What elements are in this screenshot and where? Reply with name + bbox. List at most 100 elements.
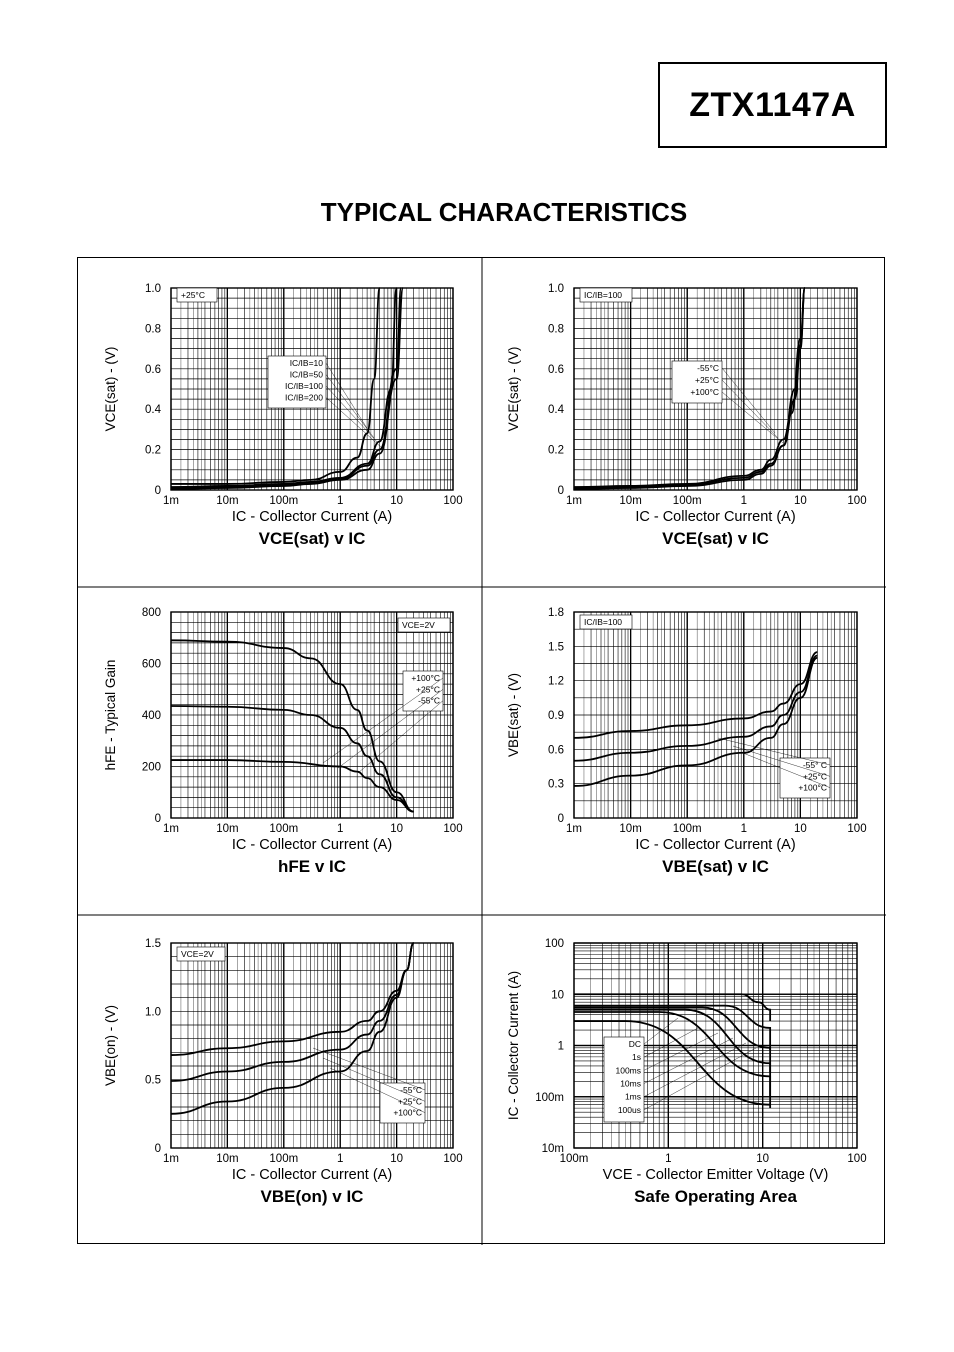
x-tick-label: 1 bbox=[337, 1153, 343, 1165]
y-tick-label: 10 bbox=[551, 989, 564, 1001]
x-tick-label: 1m bbox=[566, 823, 582, 835]
condition-box bbox=[397, 617, 451, 633]
legend-item: -55°C bbox=[418, 696, 440, 706]
page-title: TYPICAL CHARACTERISTICS bbox=[320, 197, 688, 227]
leader-line bbox=[357, 700, 444, 774]
legend-box bbox=[603, 1036, 645, 1123]
series-line bbox=[170, 287, 402, 489]
leader-line bbox=[322, 677, 444, 764]
plot-frame bbox=[170, 942, 454, 1149]
leader-line bbox=[325, 397, 383, 449]
condition-box bbox=[176, 946, 226, 962]
plot-frame bbox=[573, 611, 858, 819]
series-line bbox=[171, 287, 381, 485]
x-tick-label: 10m bbox=[216, 823, 238, 835]
plot-frame bbox=[170, 611, 454, 819]
x-tick-label: 10 bbox=[794, 823, 807, 835]
legend-item: +100°C bbox=[411, 673, 440, 683]
y-tick-label: 0.4 bbox=[548, 404, 565, 416]
y-tick-label: 0 bbox=[155, 485, 161, 497]
condition-label: IC/IB=100 bbox=[584, 290, 622, 300]
leader-line bbox=[329, 1067, 426, 1113]
y-tick-label: 0.3 bbox=[548, 779, 564, 791]
x-tick-label: 10m bbox=[216, 1153, 238, 1165]
part-number-box: ZTX1147A bbox=[658, 62, 887, 148]
y-tick-label: 1.2 bbox=[548, 676, 564, 688]
series-group bbox=[573, 993, 772, 1109]
y-tick-label: 0.6 bbox=[548, 364, 564, 376]
series-line bbox=[574, 1004, 772, 1051]
y-tick-label: 0.4 bbox=[145, 404, 162, 416]
y-tick-label: 0.8 bbox=[548, 323, 564, 335]
series-line bbox=[573, 1011, 772, 1109]
chart-title: VCE(sat) v IC bbox=[662, 529, 769, 548]
x-tick-label: 1 bbox=[337, 823, 343, 835]
y-tick-label: 400 bbox=[142, 710, 161, 722]
condition-label: +25°C bbox=[181, 290, 205, 300]
legend-box bbox=[671, 360, 723, 404]
y-tick-label: 0.8 bbox=[145, 323, 161, 335]
x-axis-label: IC - Collector Current (A) bbox=[232, 837, 392, 853]
condition-label: VCE=2V bbox=[181, 949, 214, 959]
y-tick-label: 0.6 bbox=[145, 364, 161, 376]
charts-grid: 1m 10m 100m 1 10 100 0 0.2 0.4 0.6 0.8 1.0 IC - Coll… bbox=[77, 257, 886, 1245]
chart-title: VCE(sat) v IC bbox=[259, 529, 366, 548]
leader-line bbox=[643, 1027, 699, 1058]
series-group bbox=[170, 639, 414, 813]
x-axis-label: IC - Collector Current (A) bbox=[635, 509, 795, 525]
condition-box bbox=[176, 287, 218, 303]
y-tick-label: 800 bbox=[142, 607, 161, 619]
legend-item: 100ms bbox=[615, 1065, 641, 1075]
series-line bbox=[573, 1006, 772, 1073]
y-tick-label: 1.0 bbox=[145, 283, 161, 295]
legend-item: +25°C bbox=[416, 684, 440, 694]
y-tick-label: 200 bbox=[142, 762, 161, 774]
x-tick-label: 100 bbox=[443, 495, 462, 507]
leader-line bbox=[721, 391, 784, 444]
x-tick-label: 10m bbox=[619, 823, 641, 835]
x-tick-label: 1 bbox=[665, 1153, 671, 1165]
series-line bbox=[170, 287, 404, 490]
legend-item: +25°C bbox=[803, 771, 827, 781]
chart-vbeon_ic: 1m 10m 100m 1 10 100 0 0.5 1.0 1.5 IC - Collector … bbox=[103, 938, 463, 1206]
x-tick-label: 100m bbox=[269, 1153, 298, 1165]
x-tick-label: 10 bbox=[390, 495, 403, 507]
y-tick-label: 1.8 bbox=[548, 607, 564, 619]
x-tick-label: 100m bbox=[673, 495, 702, 507]
y-tick-label: 0 bbox=[558, 485, 564, 497]
legend-item: 1ms bbox=[625, 1092, 641, 1102]
plot-frame bbox=[573, 942, 858, 1149]
legend-item: +25°C bbox=[695, 375, 719, 385]
x-axis-label: IC - Collector Current (A) bbox=[232, 509, 392, 525]
y-tick-label: 0.2 bbox=[145, 445, 161, 457]
series-line bbox=[573, 651, 818, 739]
series-line bbox=[574, 1008, 772, 1097]
condition-box bbox=[579, 614, 633, 630]
x-axis-label: IC - Collector Current (A) bbox=[635, 837, 795, 853]
plot-frame bbox=[170, 287, 454, 491]
legend-item: 100us bbox=[618, 1105, 641, 1115]
series-line bbox=[573, 654, 818, 762]
x-tick-label: 1m bbox=[163, 1153, 179, 1165]
x-tick-label: 100 bbox=[847, 823, 866, 835]
x-tick-label: 10m bbox=[619, 495, 641, 507]
legend-item: DC bbox=[629, 1039, 641, 1049]
x-tick-label: 10 bbox=[390, 823, 403, 835]
y-axis-label: VBE(sat) - (V) bbox=[506, 673, 521, 757]
x-axis-label: VCE - Collector Emitter Voltage (V) bbox=[603, 1167, 829, 1183]
y-axis-label: VCE(sat) - (V) bbox=[103, 347, 118, 432]
x-tick-label: 10 bbox=[794, 495, 807, 507]
x-tick-label: 1m bbox=[566, 495, 582, 507]
legend-item: IC/IB=10 bbox=[290, 358, 324, 368]
series-group bbox=[573, 287, 806, 490]
series-group bbox=[573, 651, 818, 787]
x-tick-label: 100m bbox=[269, 823, 298, 835]
y-tick-label: 0 bbox=[155, 813, 161, 825]
x-tick-label: 100m bbox=[269, 495, 298, 507]
legend-box bbox=[267, 355, 327, 409]
y-tick-label: 1.0 bbox=[548, 283, 564, 295]
y-tick-label: 1.5 bbox=[145, 938, 161, 950]
leader-line bbox=[742, 752, 831, 788]
x-tick-label: 100m bbox=[560, 1153, 589, 1165]
